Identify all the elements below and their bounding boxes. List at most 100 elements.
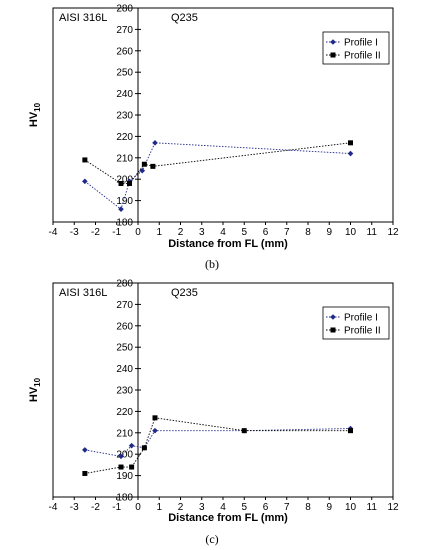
y-axis-label: HV10 — [28, 102, 42, 127]
panel-caption: (c) — [205, 532, 218, 546]
data-point — [150, 163, 156, 169]
x-tick-label: -3 — [70, 502, 79, 513]
data-point — [128, 442, 135, 449]
x-tick-label: 8 — [305, 502, 311, 513]
legend-box — [322, 31, 390, 65]
y-tick-label: 280 — [116, 279, 133, 290]
y-tick-label: 180 — [116, 218, 133, 229]
x-tick-label: -4 — [49, 502, 58, 513]
data-point — [348, 140, 353, 146]
x-tick-label: 1 — [156, 227, 162, 238]
series-line — [84, 417, 351, 474]
data-point — [127, 180, 132, 186]
x-tick-label: 10 — [345, 502, 357, 513]
x-tick-label: 8 — [305, 227, 311, 238]
legend-entry: Profile II — [344, 51, 381, 62]
x-tick-label: 2 — [178, 502, 184, 513]
y-tick-label: 280 — [116, 4, 133, 15]
data-point — [152, 427, 158, 434]
x-tick-label: 3 — [199, 502, 205, 513]
data-point — [82, 470, 88, 476]
y-tick-label: 210 — [116, 153, 133, 164]
x-tick-label: 9 — [326, 502, 332, 513]
x-tick-label: 4 — [220, 227, 226, 238]
x-tick-label: 4 — [220, 502, 226, 513]
legend-marker — [330, 39, 336, 45]
x-tick-label: -2 — [91, 502, 100, 513]
data-point — [118, 180, 124, 186]
data-point — [82, 447, 88, 453]
data-point — [118, 464, 124, 470]
y-tick-label: 180 — [116, 493, 133, 504]
y-tick-label: 250 — [116, 68, 133, 79]
y-tick-label: 190 — [116, 196, 133, 207]
x-tick-label: -1 — [112, 502, 121, 513]
y-tick-label: 260 — [116, 321, 133, 332]
data-point — [348, 428, 353, 434]
y-axis-label: HV10 — [28, 377, 42, 402]
x-tick-label: 1 — [156, 502, 162, 513]
legend-entry: Profile I — [344, 38, 378, 49]
x-tick-label: 11 — [367, 227, 378, 238]
x-tick-label: 6 — [263, 227, 269, 238]
x-tick-label: 12 — [387, 227, 399, 238]
data-point — [141, 161, 147, 167]
x-axis-label: Distance from FL (mm) — [168, 512, 288, 524]
series-profile-ii — [82, 140, 353, 186]
data-point — [129, 464, 135, 470]
x-tick-label: 3 — [199, 227, 205, 238]
x-tick-label: -1 — [112, 227, 121, 238]
y-tick-label: 240 — [116, 364, 133, 375]
data-point — [118, 206, 124, 212]
y-tick-label: 220 — [116, 407, 133, 418]
data-point — [241, 428, 247, 434]
x-tick-label: 5 — [241, 502, 247, 513]
data-point — [152, 415, 158, 421]
x-tick-label: 7 — [284, 227, 290, 238]
x-tick-label: 0 — [135, 502, 141, 513]
x-tick-label: -3 — [70, 227, 79, 238]
y-tick-label: 210 — [116, 428, 133, 439]
y-tick-label: 220 — [116, 132, 133, 143]
data-point — [141, 445, 147, 451]
x-tick-label: 0 — [135, 227, 141, 238]
annotation-base-metal: AISI 316L — [59, 287, 107, 299]
x-tick-label: 9 — [326, 227, 332, 238]
y-tick-label: 260 — [116, 46, 133, 57]
y-tick-label: 270 — [116, 25, 133, 36]
data-point — [82, 178, 88, 185]
annotation-base-metal: AISI 316L — [59, 12, 107, 24]
y-tick-label: 230 — [116, 386, 133, 397]
x-tick-label: 11 — [367, 502, 378, 513]
x-tick-label: 5 — [241, 227, 247, 238]
legend: Profile I Profile II — [322, 306, 390, 340]
y-tick-label: 190 — [116, 471, 133, 482]
y-tick-label: 270 — [116, 300, 133, 311]
x-tick-label: -2 — [91, 227, 100, 238]
y-tick-label: 230 — [116, 111, 133, 122]
x-axis-label: Distance from FL (mm) — [168, 238, 288, 250]
panel-caption: (b) — [205, 257, 219, 271]
legend-entry: Profile II — [344, 326, 381, 337]
legend-entry: Profile I — [344, 313, 378, 324]
data-point — [347, 150, 354, 157]
series-profile-ii — [82, 415, 353, 476]
legend: Profile I Profile II — [322, 31, 390, 65]
x-tick-label: 10 — [345, 227, 357, 238]
data-point — [152, 140, 158, 146]
y-tick-label: 250 — [116, 343, 133, 354]
legend-marker — [330, 314, 336, 320]
y-tick-label: 200 — [116, 450, 133, 461]
legend-marker — [330, 327, 336, 333]
data-point — [118, 453, 124, 460]
annotation-weld-metal: Q235 — [171, 287, 198, 299]
x-tick-label: 2 — [178, 227, 184, 238]
legend-marker — [330, 52, 336, 58]
x-tick-label: 12 — [387, 502, 399, 513]
annotation-weld-metal: Q235 — [171, 12, 198, 24]
data-point — [82, 157, 88, 163]
x-tick-label: -4 — [49, 227, 58, 238]
